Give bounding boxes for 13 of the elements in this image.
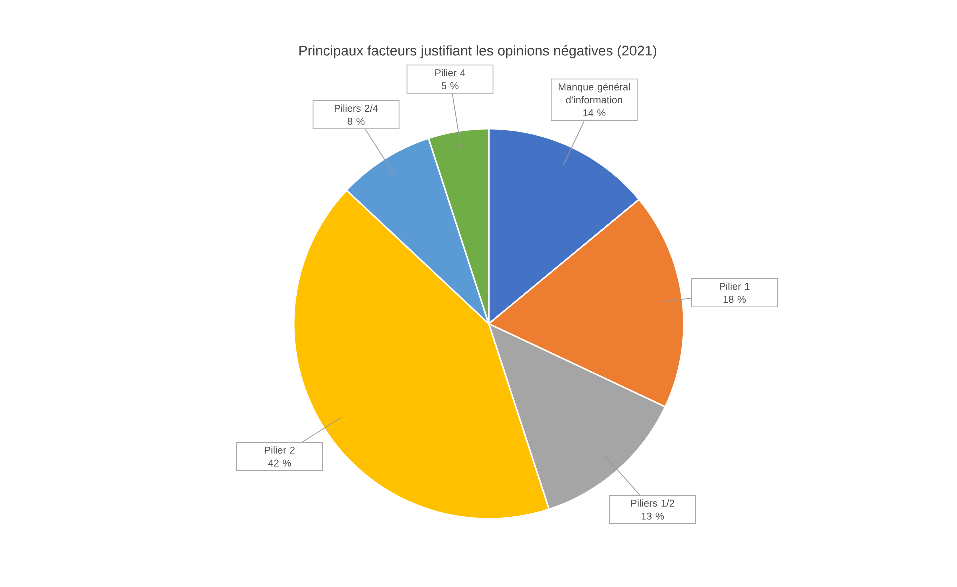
slice-label: Manque général d’information [558, 83, 630, 104]
chart-title: Principaux facteurs justifiant les opinions négatives (2021) [300, 45, 657, 59]
slice-label: Piliers 2/4 [334, 104, 378, 112]
data-label: 42 % [268, 460, 292, 467]
slice-label: Pilier 2 [265, 446, 295, 454]
data-label: 5 % [442, 82, 459, 90]
data-label: 8 % [348, 118, 365, 126]
slice-label: Pilier 1 [720, 282, 750, 290]
data-label: 14 % [584, 110, 606, 117]
data-label: 18 % [724, 296, 746, 304]
slice-label: Pilier 4 [436, 69, 466, 77]
slice-label: Piliers 1/2 [631, 500, 674, 507]
data-label: 13 % [642, 512, 664, 520]
